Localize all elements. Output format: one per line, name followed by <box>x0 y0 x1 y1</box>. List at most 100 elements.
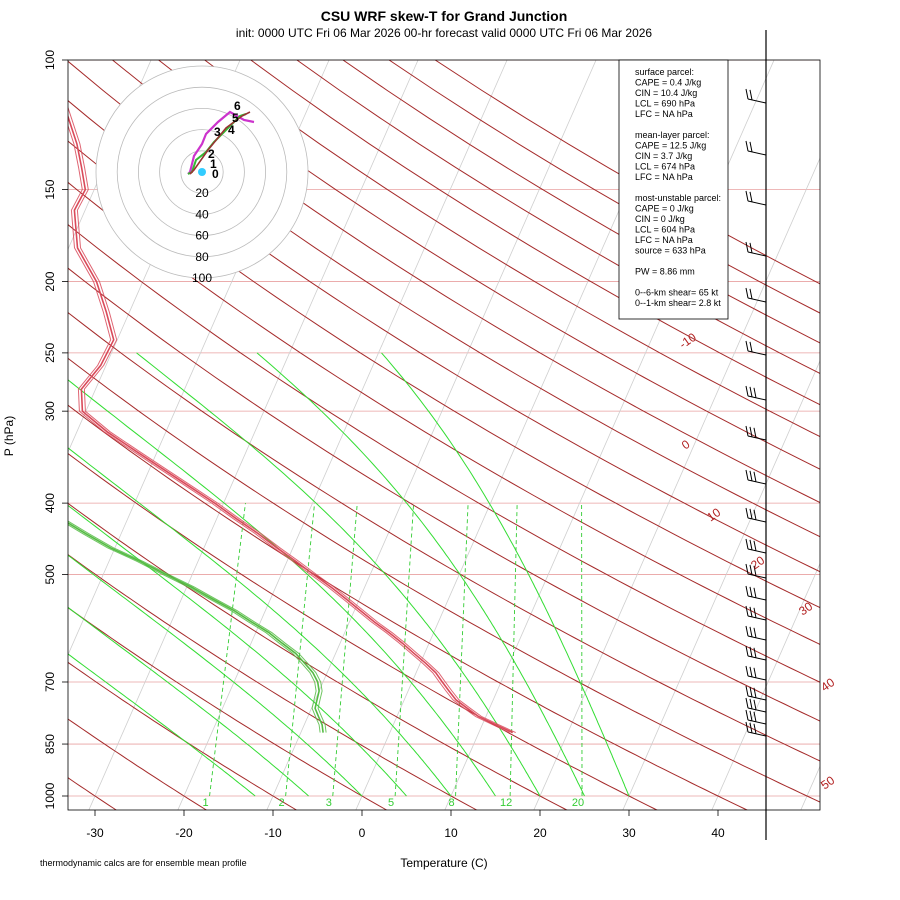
y-tick-label: 500 <box>43 564 57 584</box>
isotherm-line <box>177 60 508 810</box>
wind-barb <box>745 685 767 701</box>
x-tick-label: 40 <box>711 826 725 840</box>
y-tick-label: 100 <box>43 50 57 70</box>
hodograph-height-label: 1 <box>210 157 217 171</box>
hodograph-height-label: 6 <box>234 99 241 113</box>
dry-adiabat <box>158 60 820 470</box>
temperature-axis: -30 -20 -10 0 10 20 30 40 <box>86 810 725 840</box>
hodograph-ring-label: 80 <box>195 250 209 264</box>
dry-adiabat <box>68 554 478 810</box>
info-line: LCL = 604 hPa <box>635 225 695 235</box>
moist-adiabat <box>68 379 496 797</box>
hodograph-trace <box>189 111 251 175</box>
wind-barb <box>745 665 767 681</box>
dry-adiabat <box>68 502 568 810</box>
moist-adiabat <box>68 653 256 797</box>
dry-adiabat <box>68 311 820 762</box>
isotherm-line <box>533 157 820 810</box>
isotherm-line <box>622 359 820 810</box>
y-axis-label: P (hPa) <box>2 416 16 456</box>
info-line: source = 633 hPa <box>635 246 706 256</box>
info-line: CAPE = 12.5 J/kg <box>635 141 706 151</box>
hodograph-height-label: 4 <box>228 123 235 137</box>
info-line: 0--6-km shear= 65 kt <box>635 288 719 298</box>
dry-adiabat <box>68 181 820 645</box>
info-line: LCL = 690 hPa <box>635 99 695 109</box>
info-line: LFC = NA hPa <box>635 109 693 119</box>
info-line: CAPE = 0.4 J/kg <box>635 78 701 88</box>
y-tick-label: 200 <box>43 271 57 291</box>
info-line: CAPE = 0 J/kg <box>635 204 694 214</box>
x-tick-label: 0 <box>359 826 366 840</box>
mixing-ratio-label: 3 <box>326 797 332 809</box>
info-line: mean-layer parcel: <box>635 130 710 140</box>
dry-adiabat <box>68 60 820 538</box>
wind-barb <box>745 709 767 725</box>
wind-barbs <box>745 30 767 840</box>
temperature-profile-line <box>68 114 514 734</box>
wind-barb <box>745 585 767 601</box>
hodograph-ring-label: 20 <box>195 186 209 200</box>
x-tick-label: -10 <box>264 826 282 840</box>
mixing-ratio-label: 20 <box>572 797 584 809</box>
background-lines: 1 2 3 5 8 12 20 <box>68 60 820 810</box>
info-line: surface parcel: <box>635 67 694 77</box>
info-line: CIN = 3.7 J/kg <box>635 151 692 161</box>
y-tick-label: 850 <box>43 734 57 754</box>
mixing-ratio-label: 1 <box>202 797 208 809</box>
x-axis-label: Temperature (C) <box>400 856 487 870</box>
info-line: 0--1-km shear= 2.8 kt <box>635 298 721 308</box>
wind-barb <box>745 190 767 206</box>
wind-barb <box>745 340 767 356</box>
isotherm-line <box>88 60 419 810</box>
footer-note: thermodynamic calcs are for ensemble mea… <box>40 858 247 868</box>
mixing-ratio-label: 8 <box>448 797 454 809</box>
wind-barb <box>745 625 767 641</box>
y-tick-label: 400 <box>43 493 57 513</box>
wind-barb <box>745 385 767 401</box>
mixing-ratio-line <box>285 503 316 797</box>
info-line: LCL = 674 hPa <box>635 162 695 172</box>
chart-title: CSU WRF skew-T for Grand Junction <box>321 8 568 24</box>
hodograph-ring <box>159 129 245 215</box>
sounding-profiles <box>68 106 516 734</box>
dry-adiabat <box>204 60 820 438</box>
hodograph-ring <box>95 65 309 279</box>
x-tick-label: -30 <box>86 826 104 840</box>
dewpoint-profile-line <box>68 520 327 733</box>
dry-adiabat <box>250 60 820 406</box>
pressure-axis: 100 150 200 250 300 400 500 700 850 1000 <box>43 50 68 809</box>
moist-adiabat <box>68 554 363 797</box>
dry-adiabat <box>68 357 820 803</box>
info-line: CIN = 10.4 J/kg <box>635 88 697 98</box>
wind-barb <box>745 538 767 554</box>
mixing-ratio-label: 5 <box>388 797 394 809</box>
hodograph-ring <box>180 150 224 194</box>
hodograph-height-label: 2 <box>208 147 215 161</box>
wind-barb <box>745 563 767 579</box>
hodograph-height-label: 5 <box>232 111 239 125</box>
dry-adiabat <box>68 404 749 810</box>
wind-barb <box>745 140 767 156</box>
moist-adiabat <box>68 504 407 797</box>
hodograph-ring <box>137 108 266 236</box>
moist-adiabat <box>68 447 452 797</box>
dewpoint-profile-line <box>68 522 324 733</box>
hodograph-height-label: 0 <box>212 167 219 181</box>
dry-adiabat <box>68 224 820 683</box>
x-tick-label: 30 <box>622 826 636 840</box>
wind-barb <box>745 721 767 737</box>
hodograph-ring <box>116 86 288 258</box>
hodograph-ring-label: 100 <box>192 271 212 285</box>
mixing-ratio-label: 12 <box>500 797 512 809</box>
dewpoint-profile-line <box>68 524 321 733</box>
info-line: most-unstable parcel: <box>635 193 721 203</box>
dry-adiabat <box>68 140 820 609</box>
wind-barb <box>745 88 767 104</box>
hodograph-origin-marker <box>198 168 206 176</box>
isotherm-line <box>68 60 152 251</box>
info-line: CIN = 0 J/kg <box>635 214 685 224</box>
info-line: LFC = NA hPa <box>635 172 693 182</box>
